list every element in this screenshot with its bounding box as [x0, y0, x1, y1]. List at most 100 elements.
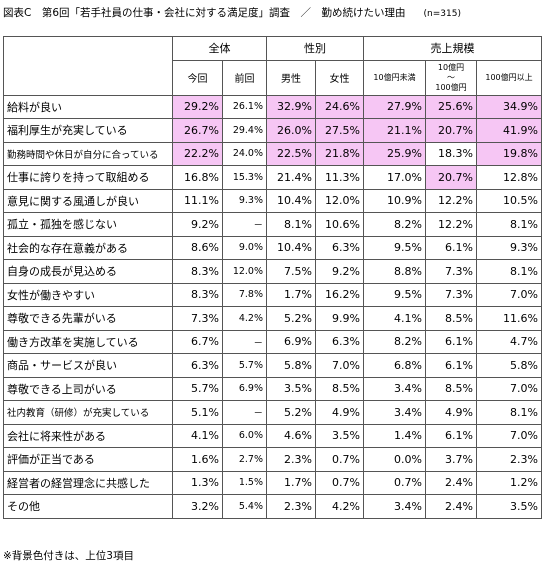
cell: 10.6% — [315, 212, 364, 237]
column-header: 10億円未満 — [363, 59, 426, 96]
cell: 2.4% — [425, 470, 477, 495]
cell: 7.5% — [266, 259, 316, 284]
cell: 26.7% — [172, 118, 223, 143]
column-header: 今回 — [172, 59, 223, 96]
data-row: 給料が良い 29.2% 26.1% 32.9% 24.6% 27.9% 25.6% 34.9% — [3, 94, 542, 119]
cell: 8.2% — [363, 212, 426, 237]
column-header: 100億円以上 — [476, 59, 542, 96]
corner-cell — [3, 36, 173, 96]
cell: 32.9% — [266, 94, 316, 119]
cell: 4.2% — [315, 494, 364, 519]
row-label: 社内教育（研修）が充実している — [3, 400, 173, 425]
cell: 41.9% — [476, 118, 542, 143]
cell: 4.2% — [222, 306, 267, 331]
cell: 7.0% — [315, 353, 364, 378]
data-row: 経営者の経営理念に共感した 1.3% 1.5% 1.7% 0.7% 0.7% 2.4% 1.2… — [3, 470, 542, 495]
data-row: 社内教育（研修）が充実している 5.1% － 5.2% 4.9% 3.4% 4.9% 8.1% — [3, 400, 542, 425]
cell: 22.2% — [172, 141, 223, 166]
cell: 8.1% — [476, 259, 542, 284]
row-label: 会社に将来性がある — [3, 423, 173, 448]
row-label: 働き方改革を実施している — [3, 329, 173, 354]
data-row: 働き方改革を実施している 6.7% － 6.9% 6.3% 8.2% 6.1% 4.7% — [3, 329, 542, 354]
cell: 25.9% — [363, 141, 426, 166]
cell: 2.3% — [476, 447, 542, 472]
cell: 3.5% — [266, 376, 316, 401]
column-header: 女性 — [315, 59, 364, 96]
cell: 10.9% — [363, 188, 426, 213]
cell: 9.2% — [172, 212, 223, 237]
data-row: 尊敬できる先輩がいる 7.3% 4.2% 5.2% 9.9% 4.1% 8.5% 11.6% — [3, 306, 542, 331]
column-header: 10億円 ～ 100億円 — [425, 59, 477, 96]
cell: 22.5% — [266, 141, 316, 166]
footnote: ※背景色付きは、上位3項目 — [3, 550, 134, 562]
cell: 27.9% — [363, 94, 426, 119]
cell: 11.6% — [476, 306, 542, 331]
cell: 10.4% — [266, 235, 316, 260]
cell: 6.7% — [172, 329, 223, 354]
cell: 1.3% — [172, 470, 223, 495]
cell: 7.8% — [222, 282, 267, 307]
cell: 6.1% — [425, 235, 477, 260]
row-label: その他 — [3, 494, 173, 519]
group-header: 性別 — [266, 36, 364, 61]
cell: 12.0% — [315, 188, 364, 213]
cell: 6.9% — [222, 376, 267, 401]
cell: 15.3% — [222, 165, 267, 190]
cell: 5.7% — [222, 353, 267, 378]
cell: 7.0% — [476, 423, 542, 448]
data-row: 評価が正当である 1.6% 2.7% 2.3% 0.7% 0.0% 3.7% 2.3% — [3, 447, 542, 472]
row-label: 評価が正当である — [3, 447, 173, 472]
cell: 5.8% — [266, 353, 316, 378]
cell: 7.3% — [172, 306, 223, 331]
cell: 8.3% — [172, 259, 223, 284]
cell: 2.3% — [266, 447, 316, 472]
cell: 6.9% — [266, 329, 316, 354]
header: 図表C 第6回「若手社員の仕事・会社に対する満足度」調査 ／ 勤め続けたい理由 (… — [3, 5, 461, 20]
row-label: 自身の成長が見込める — [3, 259, 173, 284]
cell: 10.4% — [266, 188, 316, 213]
cell: 2.4% — [425, 494, 477, 519]
cell: 9.9% — [315, 306, 364, 331]
cell: 21.1% — [363, 118, 426, 143]
cell: 1.6% — [172, 447, 223, 472]
cell: 4.6% — [266, 423, 316, 448]
row-label: 尊敬できる上司がいる — [3, 376, 173, 401]
data-row: 女性が働きやすい 8.3% 7.8% 1.7% 16.2% 9.5% 7.3% 7.0% — [3, 282, 542, 307]
cell: 0.7% — [315, 470, 364, 495]
cell: 8.8% — [363, 259, 426, 284]
cell: 12.2% — [425, 188, 477, 213]
row-label: 女性が働きやすい — [3, 282, 173, 307]
cell: 1.5% — [222, 470, 267, 495]
data-row: 会社に将来性がある 4.1% 6.0% 4.6% 3.5% 1.4% 6.1% 7.0% — [3, 423, 542, 448]
cell: － — [222, 329, 267, 354]
cell: 7.3% — [425, 259, 477, 284]
cell: 16.8% — [172, 165, 223, 190]
cell: 12.2% — [425, 212, 477, 237]
row-label: 給料が良い — [3, 94, 173, 119]
data-row: 孤立・孤独を感じない 9.2% － 8.1% 10.6% 8.2% 12.2% 8.1% — [3, 212, 542, 237]
data-row: 仕事に誇りを持って取組める 16.8% 15.3% 21.4% 11.3% 17.0% 20… — [3, 165, 542, 190]
group-header: 全体 — [172, 36, 267, 61]
row-label: 勤務時間や休日が自分に合っている — [3, 141, 173, 166]
cell: 6.3% — [315, 329, 364, 354]
cell: 5.8% — [476, 353, 542, 378]
cell: 7.0% — [476, 376, 542, 401]
cell: 2.3% — [266, 494, 316, 519]
title: 図表C 第6回「若手社員の仕事・会社に対する満足度」調査 ／ 勤め続けたい理由 — [3, 7, 406, 19]
cell: 8.1% — [476, 212, 542, 237]
group-header: 売上規模 — [363, 36, 542, 61]
cell: 24.6% — [315, 94, 364, 119]
sample-note: (n=315) — [423, 9, 461, 19]
cell: 8.5% — [425, 306, 477, 331]
column-header: 男性 — [266, 59, 316, 96]
cell: 12.8% — [476, 165, 542, 190]
data-row: 社会的な存在意義がある 8.6% 9.0% 10.4% 6.3% 9.5% 6.1% 9.3% — [3, 235, 542, 260]
cell: 5.2% — [266, 400, 316, 425]
cell: 18.3% — [425, 141, 477, 166]
cell: 16.2% — [315, 282, 364, 307]
cell: 20.7% — [425, 118, 477, 143]
cell: 8.3% — [172, 282, 223, 307]
cell: 4.7% — [476, 329, 542, 354]
cell: 8.6% — [172, 235, 223, 260]
